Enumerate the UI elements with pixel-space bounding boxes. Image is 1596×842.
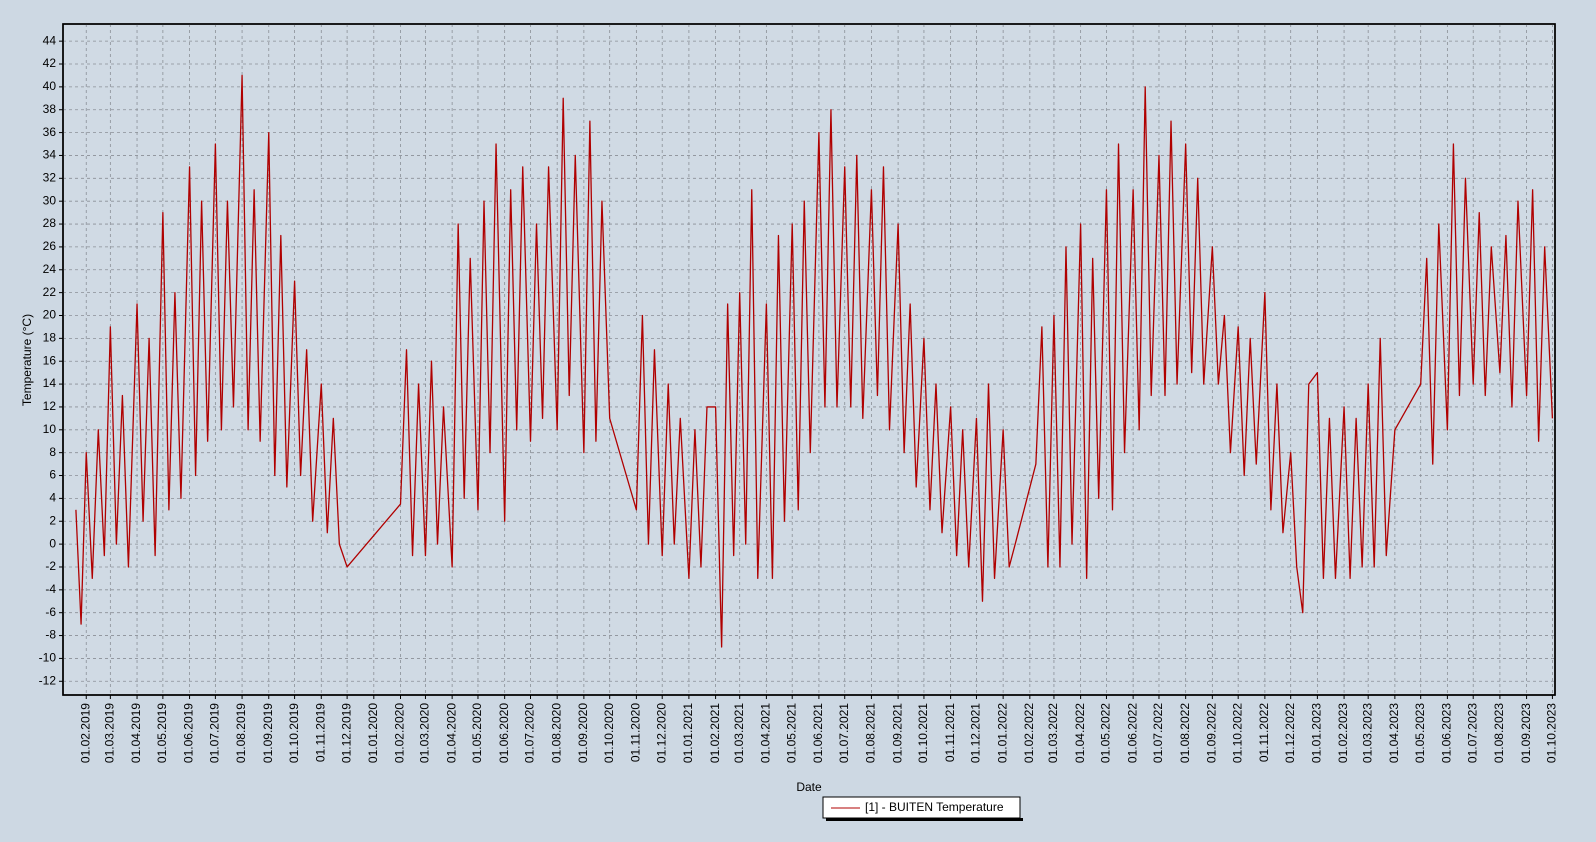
x-tick-label: 01.07.2021 <box>837 703 851 763</box>
y-tick-label: -10 <box>39 651 57 665</box>
x-tick-label: 01.04.2023 <box>1387 703 1401 763</box>
x-tick-label: 01.05.2021 <box>784 703 798 763</box>
data-line <box>75 74 1554 648</box>
x-tick-label: 01.06.2021 <box>811 703 825 763</box>
x-tick-label: 01.03.2019 <box>103 703 117 763</box>
y-tick-label: 8 <box>49 445 56 459</box>
x-tick-label: 01.12.2022 <box>1283 703 1297 763</box>
x-tick-label: 01.07.2023 <box>1465 703 1479 763</box>
x-tick-label: 01.04.2021 <box>759 703 773 763</box>
x-tick-label: 01.08.2019 <box>234 703 248 763</box>
x-tick-label: 01.07.2022 <box>1151 703 1165 763</box>
y-tick-label: -4 <box>45 582 56 596</box>
x-tick-label: 01.10.2019 <box>287 703 301 763</box>
y-tick-label: -6 <box>45 605 56 619</box>
x-tick-label: 01.08.2020 <box>549 703 563 763</box>
x-tick-label: 01.01.2022 <box>995 703 1009 763</box>
x-tick-label: 01.01.2023 <box>1310 703 1324 763</box>
y-tick-label: 42 <box>43 56 57 70</box>
y-tick-label: 38 <box>43 102 57 116</box>
x-tick-label: 01.03.2020 <box>418 703 432 763</box>
y-tick-label: 22 <box>43 285 57 299</box>
y-tick-label: -2 <box>45 559 56 573</box>
y-tick-label: 44 <box>43 33 57 47</box>
x-tick-label: 01.05.2022 <box>1099 703 1113 763</box>
legend-label: [1] - BUITEN Temperature <box>865 800 1004 814</box>
x-tick-label: 01.10.2021 <box>916 703 930 763</box>
y-tick-label: 36 <box>43 125 57 139</box>
x-tick-label: 01.09.2023 <box>1519 703 1533 763</box>
x-axis-label: Date <box>796 780 822 794</box>
y-tick-label: -12 <box>39 673 57 687</box>
x-tick-label: 01.11.2019 <box>313 703 327 762</box>
x-tick-label: 01.04.2019 <box>129 703 143 763</box>
y-axis-label: Temperature (°C) <box>20 314 34 406</box>
x-tick-label: 01.10.2022 <box>1230 703 1244 763</box>
x-tick-label: 01.12.2019 <box>339 703 353 763</box>
x-tick-label: 01.06.2023 <box>1440 703 1454 763</box>
x-tick-label: 01.06.2020 <box>497 703 511 763</box>
plot-area <box>62 23 1556 696</box>
y-tick-label: 6 <box>49 468 56 482</box>
x-tick-label: 01.02.2020 <box>393 703 407 763</box>
y-tick-label: 14 <box>43 376 57 390</box>
x-tick-label: 01.03.2023 <box>1360 703 1374 763</box>
x-tick-label: 01.12.2021 <box>969 703 983 763</box>
x-tick-label: 01.11.2021 <box>943 703 957 762</box>
x-tick-label: 01.03.2021 <box>732 703 746 763</box>
y-tick-label: 12 <box>43 399 57 413</box>
x-tick-label: 01.08.2021 <box>864 703 878 763</box>
y-tick-label: 4 <box>49 491 56 505</box>
y-tick-label: 34 <box>43 148 57 162</box>
y-tick-label: 26 <box>43 239 57 253</box>
y-tick-label: 18 <box>43 331 57 345</box>
x-tick-label: 01.06.2019 <box>182 703 196 763</box>
x-tick-label: 01.02.2023 <box>1336 703 1350 763</box>
x-tick-label: 01.07.2019 <box>208 703 222 763</box>
y-tick-label: 30 <box>43 193 57 207</box>
x-tick-label: 01.04.2020 <box>444 703 458 763</box>
x-tick-label: 01.09.2022 <box>1205 703 1219 763</box>
x-tick-label: 01.10.2023 <box>1545 703 1559 763</box>
x-tick-label: 01.12.2020 <box>654 703 668 763</box>
x-tick-label: 01.08.2023 <box>1492 703 1506 763</box>
x-tick-label: 01.01.2020 <box>366 703 380 763</box>
y-tick-label: 28 <box>43 216 57 230</box>
x-tick-label: 01.02.2021 <box>708 703 722 763</box>
y-tick-label: 32 <box>43 170 57 184</box>
x-tick-label: 01.03.2022 <box>1046 703 1060 763</box>
y-tick-label: 40 <box>43 79 57 93</box>
x-tick-label: 01.08.2022 <box>1178 703 1192 763</box>
legend: [1] - BUITEN Temperature <box>822 796 1023 821</box>
y-tick-label: -8 <box>45 628 56 642</box>
x-tick-label: 01.04.2022 <box>1073 703 1087 763</box>
x-tick-label: 01.02.2022 <box>1022 703 1036 763</box>
x-tick-label: 01.06.2022 <box>1125 703 1139 763</box>
x-tick-label: 01.11.2020 <box>629 703 643 762</box>
x-tick-label: 01.09.2019 <box>261 703 275 763</box>
x-tick-label: 01.07.2020 <box>523 703 537 763</box>
y-tick-label: 10 <box>43 422 57 436</box>
y-tick-label: 16 <box>43 353 57 367</box>
y-tick-label: 24 <box>43 262 57 276</box>
x-tick-label: 01.02.2019 <box>78 703 92 763</box>
x-tick-label: 01.11.2022 <box>1257 703 1271 762</box>
x-tick-label: 01.09.2021 <box>890 703 904 763</box>
x-tick-label: 01.05.2023 <box>1413 703 1427 763</box>
plot-area <box>62 23 1556 696</box>
x-tick-label: 01.05.2020 <box>470 703 484 763</box>
legend-shadow <box>826 818 1023 821</box>
y-tick-label: 20 <box>43 308 57 322</box>
x-tick-label: 01.01.2021 <box>681 703 695 763</box>
x-tick-label: 01.05.2019 <box>155 703 169 763</box>
x-tick-label: 01.10.2020 <box>602 703 616 763</box>
y-tick-label: 0 <box>49 536 56 550</box>
y-tick-label: 2 <box>49 513 56 527</box>
x-tick-label: 01.09.2020 <box>576 703 590 763</box>
